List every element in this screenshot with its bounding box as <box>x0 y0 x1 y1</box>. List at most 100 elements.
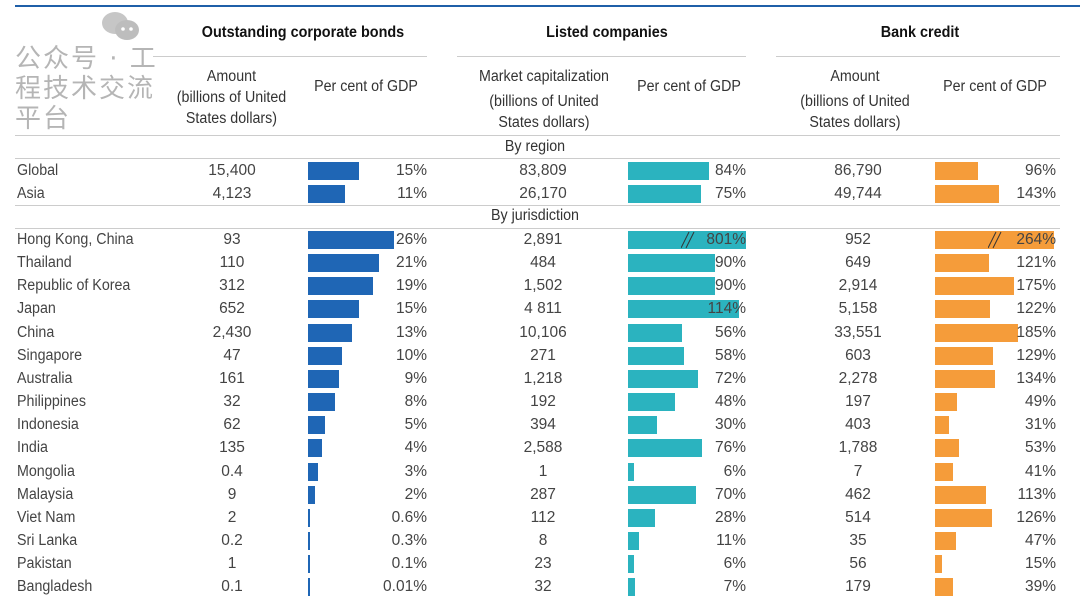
percent-value: 0.6% <box>391 508 427 526</box>
amount-value: 652 <box>219 300 245 318</box>
percent-value: 39% <box>1024 578 1056 596</box>
subheader-bonds-pct: Per cent of GDP <box>314 78 418 95</box>
group-rule <box>776 56 1060 57</box>
amount-value: 0.1 <box>221 578 243 596</box>
table-row: Philippines 32 8% 192 48% 197 49% <box>0 391 1080 413</box>
percent-bar <box>308 254 380 273</box>
percent-bar <box>935 462 954 481</box>
percent-value: 175% <box>1016 277 1056 295</box>
table-row: China 2,430 13% 10,106 56% 33,551 185% <box>0 322 1080 344</box>
row-name: Philippines <box>17 393 86 411</box>
percent-value: 0.01% <box>383 578 427 596</box>
percent-bar <box>308 369 339 388</box>
amount-value: 1 <box>538 462 548 480</box>
percent-bar <box>935 369 996 388</box>
percent-bar <box>628 439 702 458</box>
row-name: Malaysia <box>17 485 74 503</box>
amount-value: 7 <box>853 462 863 480</box>
percent-bar <box>628 369 698 388</box>
percent-value: 47% <box>1024 531 1056 549</box>
subheader-listed-pct: Per cent of GDP <box>637 78 741 95</box>
table-row: Malaysia 9 2% 287 70% 462 113% <box>0 484 1080 506</box>
percent-bar <box>308 323 353 342</box>
percent-value: 41% <box>1024 462 1056 480</box>
percent-bar <box>628 578 635 597</box>
amount-value: 2 <box>227 508 237 526</box>
percent-bar <box>628 346 685 365</box>
percent-value: 113% <box>1017 485 1057 503</box>
percent-bar <box>628 555 634 574</box>
subheader-line: Amount <box>830 68 880 85</box>
percent-value: 28% <box>714 508 746 526</box>
table-row: Bangladesh 0.1 0.01% 32 7% 179 39% <box>0 576 1080 598</box>
percent-bar <box>628 393 675 412</box>
percent-value: 15% <box>395 300 427 318</box>
percent-bar <box>935 346 994 365</box>
subheader-bank-pct: Per cent of GDP <box>943 78 1047 95</box>
percent-value: 6% <box>723 555 746 573</box>
percent-value: 49% <box>1024 393 1056 411</box>
subheader-listed-amount: Market capitalization (billions of Unite… <box>469 66 618 133</box>
percent-bar <box>628 231 746 249</box>
table-row: Global 15,400 15% 83,809 84% 86,790 96% <box>0 160 1080 182</box>
group-header-bonds: Outstanding corporate bonds <box>201 24 405 41</box>
amount-value: 35 <box>849 531 867 549</box>
amount-value: 514 <box>845 508 871 526</box>
amount-value: 93 <box>223 231 241 248</box>
percent-value: 185% <box>1016 323 1056 341</box>
section-rule <box>15 228 1060 229</box>
group-rule <box>153 56 427 57</box>
percent-bar <box>308 485 315 504</box>
percent-bar <box>935 393 958 412</box>
percent-bar <box>308 277 373 296</box>
subheader-line: Market capitalization <box>478 68 609 85</box>
table-row: Indonesia 62 5% 394 30% 403 31% <box>0 414 1080 436</box>
percent-value: 121% <box>1016 254 1056 272</box>
amount-value: 32 <box>223 393 241 411</box>
amount-value: 5,158 <box>838 300 878 318</box>
percent-value: 70% <box>714 485 746 503</box>
percent-bar <box>308 508 311 527</box>
percent-bar <box>935 578 953 597</box>
amount-value: 26,170 <box>519 185 567 203</box>
percent-bar <box>308 578 310 597</box>
percent-value: 56% <box>714 323 746 341</box>
row-name: Hong Kong, China <box>17 231 134 248</box>
percent-bar <box>308 416 325 435</box>
amount-value: 86,790 <box>834 162 882 179</box>
percent-value: 7% <box>723 578 746 596</box>
amount-value: 83,809 <box>519 162 567 179</box>
subheader-line: (billions of United <box>800 93 910 110</box>
row-name: China <box>17 323 55 341</box>
amount-value: 2,891 <box>523 231 563 248</box>
amount-value: 394 <box>530 416 556 434</box>
amount-value: 10,106 <box>519 323 567 341</box>
table-row: Pakistan 1 0.1% 23 6% 56 15% <box>0 553 1080 575</box>
amount-value: 403 <box>845 416 871 434</box>
table-row: Republic of Korea 312 19% 1,502 90% 2,914 175% <box>0 275 1080 297</box>
row-name: Australia <box>17 369 73 387</box>
row-name: Thailand <box>17 254 72 272</box>
amount-value: 287 <box>530 485 556 503</box>
section-rule <box>15 158 1060 159</box>
percent-value: 26% <box>395 231 427 248</box>
percent-value: 72% <box>714 369 746 387</box>
percent-value: 2% <box>404 485 427 503</box>
percent-value: 801% <box>706 231 746 248</box>
percent-value: 84% <box>714 162 746 179</box>
amount-value: 603 <box>845 346 871 364</box>
amount-value: 197 <box>845 393 871 411</box>
percent-value: 90% <box>714 277 746 295</box>
watermark: 公众号 · 工程技术交流平台 <box>15 44 158 134</box>
amount-value: 161 <box>219 369 245 387</box>
percent-value: 10% <box>395 346 427 364</box>
amount-value: 2,278 <box>838 369 878 387</box>
table-row: Singapore 47 10% 271 58% 603 129% <box>0 345 1080 367</box>
wechat-icon <box>100 10 142 42</box>
subheader-line: States dollars) <box>498 114 590 131</box>
percent-value: 0.3% <box>391 531 427 549</box>
percent-value: 8% <box>404 393 427 411</box>
amount-value: 952 <box>845 231 871 248</box>
subheader-bank-amount: Amount (billions of United States dollar… <box>786 66 924 133</box>
